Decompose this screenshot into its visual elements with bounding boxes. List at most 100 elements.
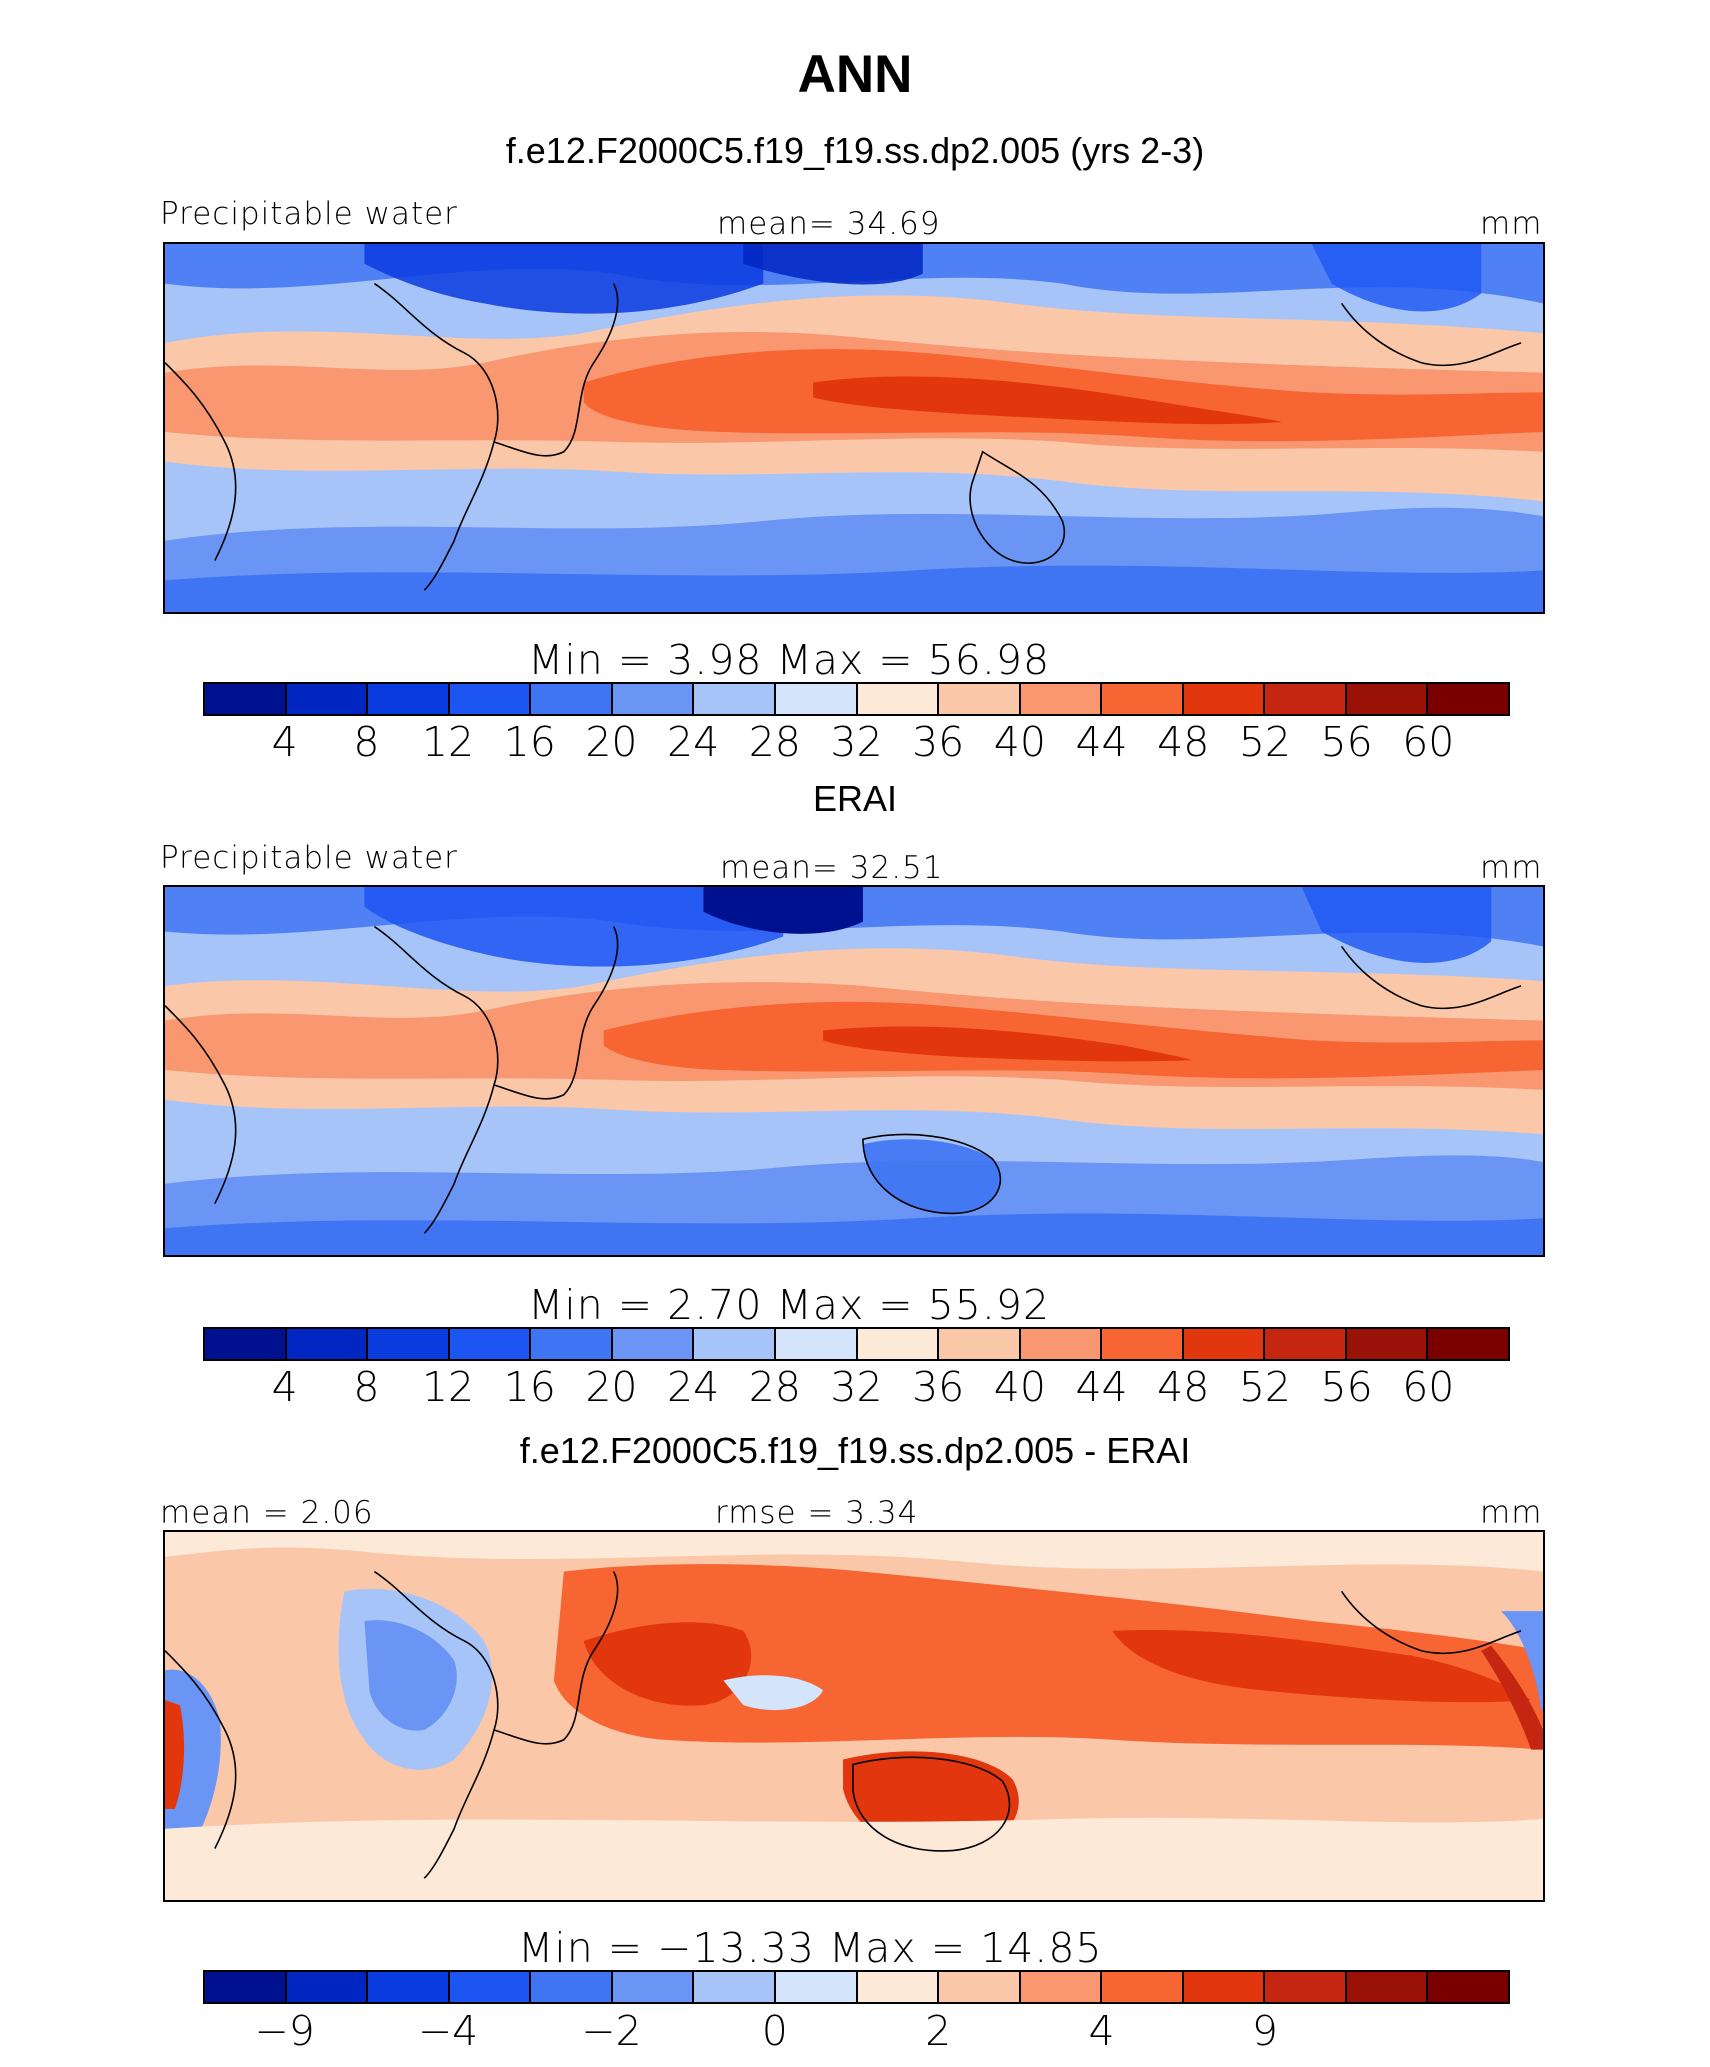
panel-3-units-label: mm	[1480, 1495, 1543, 1531]
colorbar-cell	[286, 684, 369, 714]
colorbar-tick-label: 32	[830, 1363, 883, 1411]
colorbar-tick-label: 48	[1157, 1363, 1210, 1411]
colorbar-cell	[1183, 684, 1266, 714]
colorbar-cell	[857, 1329, 940, 1359]
panel-3-mean-label: mean = 2.06	[160, 1495, 374, 1531]
field-tibet-dry	[703, 887, 863, 934]
colorbar-tick-label: 32	[830, 718, 883, 766]
colorbar-cell	[368, 1972, 450, 2002]
colorbar-cell	[612, 684, 695, 714]
colorbar-tick-label: 2	[925, 2007, 952, 2055]
colorbar-cell	[205, 1329, 287, 1359]
colorbar-tick-label: 60	[1402, 718, 1455, 766]
colorbar-cell	[939, 1329, 1021, 1359]
colorbar-cell	[531, 1972, 613, 2002]
panel-3-title: f.e12.F2000C5.f19_f19.ss.dp2.005 - ERAI	[519, 1430, 1191, 1471]
field-na-dry	[1301, 887, 1492, 963]
field-na-dry	[1311, 244, 1482, 312]
colorbar-tick-label: 48	[1157, 718, 1210, 766]
colorbar-tick-label: 4	[1088, 2007, 1115, 2055]
field-pacific-pos	[1112, 1629, 1532, 1703]
colorbar-cell	[449, 1329, 532, 1359]
panel-3-map	[163, 1530, 1545, 1902]
field-australia-dry	[862, 1139, 1001, 1214]
colorbar-tick-label: 0	[761, 2007, 788, 2055]
page-title: ANN	[797, 45, 913, 104]
colorbar-tick-label: 8	[353, 718, 380, 766]
colorbar-tick-label: 40	[993, 1363, 1046, 1411]
colorbar-cell	[612, 1972, 695, 2002]
field-sahara-dry	[364, 244, 764, 314]
colorbar-cell	[1183, 1972, 1266, 2002]
colorbar-cell	[857, 1972, 940, 2002]
colorbar-cell	[1020, 1329, 1103, 1359]
colorbar-tick-label: 8	[353, 1363, 380, 1411]
colorbar-tick-label: 12	[421, 718, 475, 766]
colorbar-cell	[694, 684, 776, 714]
colorbar-tick-label: 40	[993, 718, 1046, 766]
field-north-neutral	[165, 1532, 1543, 1572]
coastlines	[165, 282, 1522, 591]
colorbar-tick-label: 44	[1075, 1363, 1128, 1411]
colorbar-tick-label: 4	[271, 718, 298, 766]
field-africa-neg-core	[364, 1620, 457, 1731]
field-indian-pos	[583, 1622, 752, 1706]
colorbar-tick-label: 9	[1251, 2007, 1278, 2055]
panel-1-title: f.e12.F2000C5.f19_f19.ss.dp2.005 (yrs 2-…	[505, 130, 1205, 171]
colorbar-cell	[205, 684, 287, 714]
colorbar-cell	[1102, 684, 1184, 714]
colorbar-cell	[1428, 1972, 1508, 2002]
colorbar-cell	[1183, 1329, 1266, 1359]
panel-3-minmax: Min = −13.33 Max = 14.85	[518, 1924, 1103, 1972]
colorbar-tick-label: 12	[421, 1363, 475, 1411]
colorbar-tick-label: −4	[417, 2007, 479, 2055]
colorbar-cell	[368, 684, 450, 714]
field-warm-pool-core	[813, 376, 1282, 425]
panel-2-map	[163, 885, 1545, 1257]
panel-1-minmax: Min = 3.98 Max = 56.98	[528, 636, 1051, 684]
field-south-drier	[165, 565, 1543, 612]
colorbar-tick-label: 24	[667, 1363, 720, 1411]
panel-1-units-label: mm	[1480, 206, 1543, 242]
panel-1-map	[163, 242, 1545, 614]
colorbar-tick-label: 16	[503, 718, 556, 766]
coastlines	[165, 1570, 1522, 1879]
panel-1-colorbar	[203, 682, 1510, 716]
colorbar-tick-label: 60	[1402, 1363, 1455, 1411]
colorbar-tick-label: 52	[1238, 718, 1292, 766]
colorbar-cell	[775, 1972, 858, 2002]
colorbar-tick-label: 44	[1075, 718, 1128, 766]
colorbar-cell	[1265, 1329, 1347, 1359]
field-sahara-dry	[364, 887, 784, 967]
colorbar-tick-label: 36	[912, 718, 965, 766]
colorbar-cell	[1265, 684, 1347, 714]
colorbar-tick-label: 4	[271, 1363, 298, 1411]
colorbar-tick-label: 36	[912, 1363, 965, 1411]
colorbar-tick-label: −9	[254, 2007, 315, 2055]
panel-2-map-field	[165, 887, 1543, 1255]
colorbar-cell	[1020, 1972, 1103, 2002]
panel-2-minmax: Min = 2.70 Max = 55.92	[528, 1281, 1051, 1329]
colorbar-cell	[694, 1329, 776, 1359]
colorbar-cell	[1265, 1972, 1347, 2002]
colorbar-tick-label: 28	[748, 718, 801, 766]
colorbar-tick-label: 28	[748, 1363, 801, 1411]
colorbar-cell	[939, 684, 1021, 714]
field-maritime-neg	[723, 1675, 824, 1711]
colorbar-cell	[857, 684, 940, 714]
panel-2-colorbar	[203, 1327, 1510, 1361]
colorbar-cell	[1020, 684, 1103, 714]
colorbar-tick-label: 56	[1320, 718, 1373, 766]
colorbar-tick-label: −2	[581, 2007, 642, 2055]
panel-2-title: ERAI	[812, 778, 898, 819]
colorbar-tick-label: 20	[585, 718, 638, 766]
colorbar-cell	[286, 1329, 369, 1359]
field-warm-pool-core	[823, 1026, 1193, 1062]
panel-1-variable-label: Precipitable water	[160, 196, 458, 232]
colorbar-cell	[531, 684, 613, 714]
colorbar-tick-label: 56	[1320, 1363, 1373, 1411]
colorbar-cell	[1428, 684, 1508, 714]
colorbar-cell	[775, 1329, 858, 1359]
panel-2-mean-label: mean= 32.51	[720, 850, 944, 886]
colorbar-cell	[1102, 1972, 1184, 2002]
